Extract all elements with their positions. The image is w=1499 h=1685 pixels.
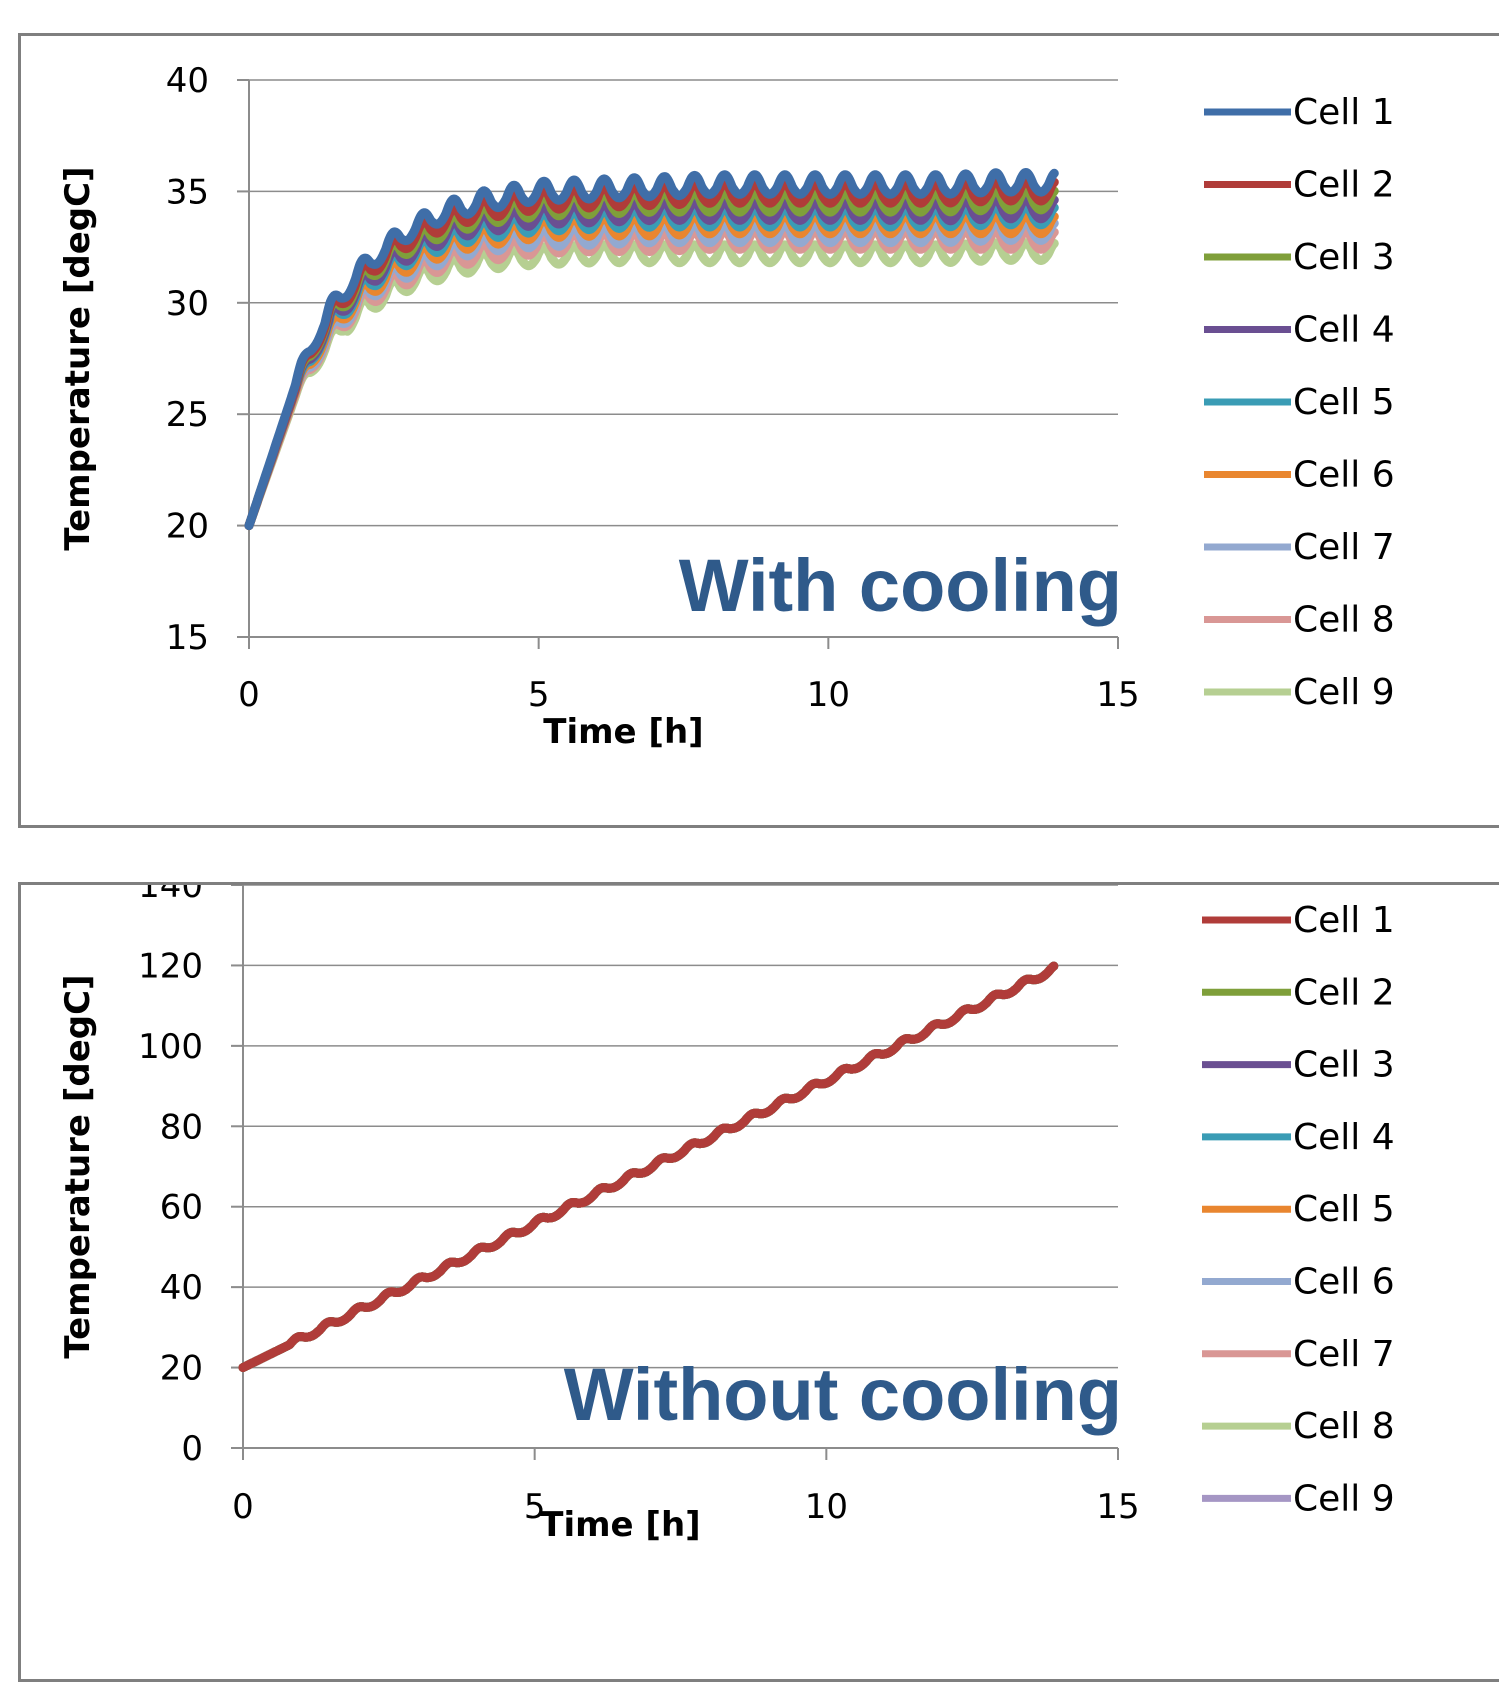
x-tick-label: 15 — [1096, 675, 1139, 715]
x-axis-title: Time [h] — [540, 1505, 700, 1545]
chart-annotation: Without cooling — [564, 1353, 1122, 1436]
chart-annotation: With cooling — [679, 544, 1122, 627]
y-tick-label: 20 — [160, 1349, 203, 1389]
x-tick-label: 0 — [238, 675, 260, 715]
legend-entry: Cell 1 — [1293, 900, 1395, 941]
y-tick-label: 30 — [166, 284, 209, 324]
y-tick-label: 35 — [166, 172, 209, 212]
legend-entry: Cell 6 — [1293, 1262, 1395, 1303]
legend-entry: Cell 7 — [1293, 1334, 1395, 1375]
legend-entry: Cell 4 — [1293, 310, 1395, 351]
legend-entry: Cell 5 — [1293, 1189, 1395, 1230]
y-tick-label: 40 — [166, 61, 209, 101]
y-tick-label: 120 — [138, 946, 203, 986]
series-line-1 — [244, 168, 1059, 531]
y-tick-label: 40 — [160, 1268, 203, 1308]
y-tick-label: 100 — [138, 1027, 203, 1067]
y-tick-label: 140 — [138, 885, 203, 906]
legend-entry: Cell 8 — [1293, 1406, 1395, 1447]
chart-panel-with-cooling: 15 20 25 30 35 40 0 5 10 15 Time [h] Temperature [d… — [18, 33, 1499, 828]
y-axis-title: Temperature [degC] — [58, 166, 98, 550]
chart-with-cooling: 15 20 25 30 35 40 0 5 10 15 Time [h] Temperature [d… — [58, 61, 1395, 752]
y-tick-label: 25 — [166, 395, 209, 435]
legend-entry: Cell 1 — [1293, 92, 1395, 133]
y-axis-title: Temperature [degC] — [58, 974, 98, 1358]
legend-entry: Cell 3 — [1293, 1045, 1395, 1086]
legend-entry: Cell 2 — [1293, 165, 1395, 206]
legend-entry: Cell 5 — [1293, 382, 1395, 423]
legend-entry: Cell 9 — [1293, 672, 1395, 713]
legend-entry: Cell 6 — [1293, 455, 1395, 496]
legend-entry: Cell 9 — [1293, 1478, 1395, 1519]
x-tick-label: 5 — [524, 1487, 546, 1527]
legend-entry: Cell 2 — [1293, 972, 1395, 1013]
series-line-1 — [238, 961, 1059, 1373]
y-tick-label: 0 — [181, 1429, 203, 1469]
x-tick-label: 0 — [232, 1487, 254, 1527]
y-tick-label: 80 — [160, 1107, 203, 1147]
y-tick-label: 60 — [160, 1188, 203, 1228]
y-tick-label: 20 — [166, 507, 209, 547]
x-tick-label: 15 — [1096, 1487, 1139, 1527]
legend-entry: Cell 3 — [1293, 237, 1395, 278]
x-tick-label: 10 — [807, 675, 850, 715]
chart-without-cooling: 0 20 40 60 80 100 120 140 0 5 10 15 Time [h] Temperat… — [58, 885, 1395, 1545]
chart-panel-without-cooling: 0 20 40 60 80 100 120 140 0 5 10 15 Time [h] Temperat… — [18, 882, 1499, 1682]
legend-entry: Cell 8 — [1293, 600, 1395, 641]
legend-entry: Cell 7 — [1293, 527, 1395, 568]
x-axis-title: Time [h] — [543, 712, 703, 752]
y-tick-label: 15 — [166, 618, 209, 658]
legend-entry: Cell 4 — [1293, 1117, 1395, 1158]
x-tick-label: 5 — [528, 675, 550, 715]
x-tick-label: 10 — [805, 1487, 848, 1527]
